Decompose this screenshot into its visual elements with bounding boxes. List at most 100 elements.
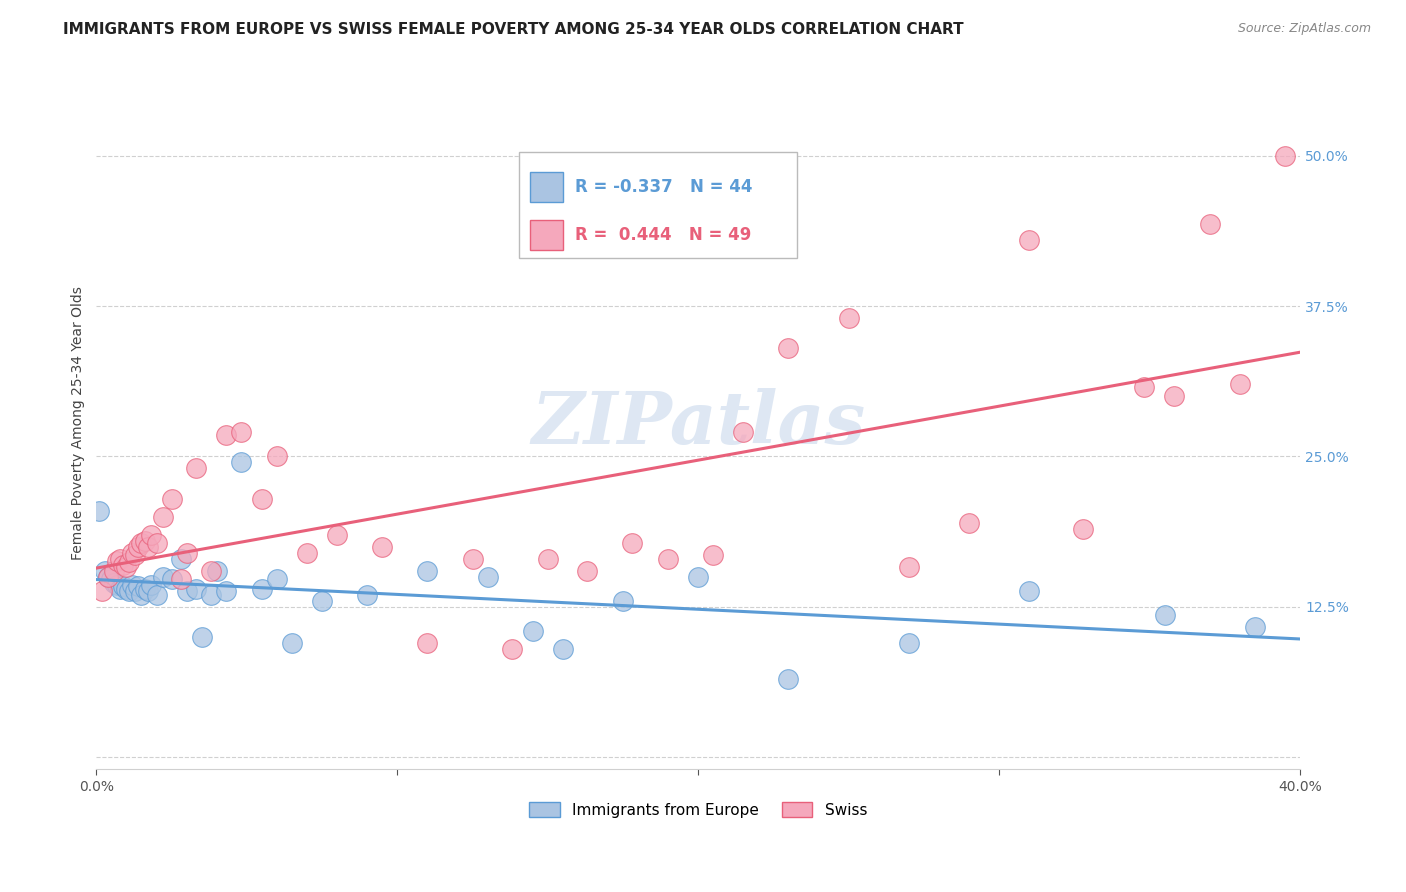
Point (416, 564, 439, 578)
Point (1018, 584, 1040, 599)
Point (134, 533, 156, 548)
Point (1153, 608, 1175, 623)
Point (522, 624, 544, 638)
Point (127, 579, 149, 593)
Point (89, 503, 111, 517)
Point (152, 570, 174, 584)
Point (295, 546, 318, 560)
Point (160, 491, 183, 506)
Point (121, 546, 143, 560)
Point (371, 540, 394, 554)
Point (1198, 217, 1220, 231)
Point (139, 527, 162, 541)
Point (184, 582, 207, 596)
Point (205, 564, 228, 578)
Point (778, 341, 800, 355)
Point (1163, 389, 1185, 403)
Point (1018, 233, 1040, 247)
Point (1274, 148, 1296, 162)
Point (1073, 522, 1095, 536)
Point (1132, 379, 1154, 393)
Point (250, 491, 273, 506)
Point (100, 572, 122, 586)
Point (702, 548, 724, 562)
Point (145, 536, 167, 550)
Point (169, 551, 191, 566)
Point (215, 584, 238, 599)
Point (501, 642, 523, 657)
Point (957, 516, 980, 530)
Point (121, 578, 143, 592)
Point (103, 564, 125, 578)
Point (215, 427, 238, 442)
Point (537, 551, 560, 566)
Point (152, 509, 174, 524)
Point (131, 536, 153, 550)
Point (229, 455, 252, 469)
Point (281, 636, 304, 650)
Point (229, 425, 252, 440)
Text: R = -0.337   N = 44: R = -0.337 N = 44 (575, 178, 752, 196)
Point (200, 588, 222, 602)
Legend: Immigrants from Europe, Swiss: Immigrants from Europe, Swiss (523, 796, 873, 824)
Point (139, 578, 162, 592)
Point (110, 551, 132, 566)
Point (1229, 377, 1251, 392)
Point (311, 594, 333, 608)
Point (688, 570, 710, 584)
Point (356, 588, 378, 602)
Point (112, 558, 135, 572)
Point (838, 311, 860, 326)
Point (176, 584, 198, 599)
Point (897, 636, 920, 650)
Point (160, 572, 183, 586)
Point (326, 527, 349, 541)
Point (184, 461, 207, 475)
Point (169, 572, 191, 586)
Point (94, 564, 117, 578)
Point (733, 425, 755, 440)
Point (91, 584, 114, 599)
Point (612, 594, 634, 608)
Point (115, 582, 138, 596)
Point (127, 540, 149, 554)
Point (118, 555, 141, 569)
Point (107, 578, 129, 592)
Text: R =  0.444   N = 49: R = 0.444 N = 49 (575, 226, 751, 244)
Point (103, 575, 125, 590)
Point (124, 548, 146, 562)
Point (200, 564, 222, 578)
Y-axis label: Female Poverty Among 25-34 Year Olds: Female Poverty Among 25-34 Year Olds (72, 286, 86, 560)
Point (657, 551, 679, 566)
Point (778, 672, 800, 686)
Text: Source: ZipAtlas.com: Source: ZipAtlas.com (1237, 22, 1371, 36)
Point (136, 584, 159, 599)
Point (97, 570, 120, 584)
Point (1244, 620, 1267, 634)
Point (477, 570, 499, 584)
Point (112, 579, 135, 593)
Point (134, 582, 156, 596)
Point (416, 636, 439, 650)
Point (461, 551, 484, 566)
Point (266, 450, 288, 464)
Point (124, 584, 146, 599)
Point (897, 560, 920, 574)
Point (97, 570, 120, 584)
Text: ZIPatlas: ZIPatlas (531, 388, 865, 458)
Point (266, 572, 288, 586)
Point (551, 642, 574, 657)
Text: IMMIGRANTS FROM EUROPE VS SWISS FEMALE POVERTY AMONG 25-34 YEAR OLDS CORRELATION: IMMIGRANTS FROM EUROPE VS SWISS FEMALE P… (63, 22, 965, 37)
Point (115, 560, 138, 574)
Point (107, 554, 129, 568)
Point (131, 588, 153, 602)
Point (136, 540, 159, 554)
Point (250, 582, 273, 596)
Point (575, 564, 598, 578)
Point (145, 588, 167, 602)
Point (110, 582, 132, 596)
Point (621, 536, 644, 550)
Point (176, 546, 198, 560)
Point (190, 630, 212, 644)
Point (118, 584, 141, 599)
